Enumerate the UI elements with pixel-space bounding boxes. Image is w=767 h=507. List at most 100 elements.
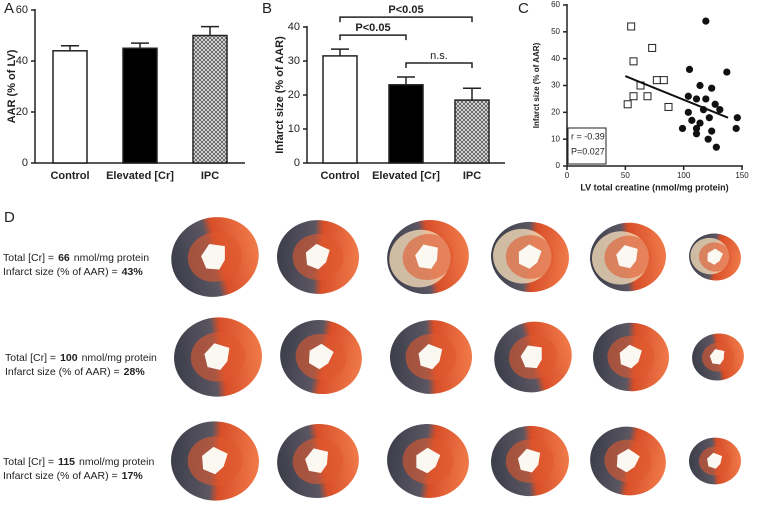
cr-prefix: Total [Cr] = xyxy=(5,352,56,364)
heart-slice xyxy=(494,321,572,393)
point xyxy=(716,106,724,114)
y-tick-label: 0 xyxy=(294,157,300,169)
cr-unit: nmol/mg protein xyxy=(82,352,157,364)
x-tick-label: 50 xyxy=(621,171,630,180)
slice-lumen xyxy=(707,248,723,265)
point xyxy=(702,17,710,25)
point xyxy=(702,95,710,103)
x-tick-label: Control xyxy=(50,170,89,182)
significance-label: P<0.05 xyxy=(388,4,423,16)
y-tick-label: 10 xyxy=(551,134,560,143)
point xyxy=(652,76,661,85)
y-tick-label: 60 xyxy=(551,0,560,9)
cr-value: 115 xyxy=(58,456,75,468)
stats-label: P=0.027 xyxy=(571,146,605,156)
heart-slice xyxy=(692,333,744,381)
heart-slice xyxy=(171,217,259,297)
slice-lumen xyxy=(201,243,225,270)
infarct-label: Infarct size (% of AAR) = 17% xyxy=(3,470,143,482)
cr-prefix: Total [Cr] = xyxy=(3,252,54,264)
bar xyxy=(388,84,424,164)
y-tick-label: 10 xyxy=(288,123,300,135)
x-axis-title: LV total creatine (nmol/mg protein) xyxy=(580,182,728,192)
stats-label: r = -0.39 xyxy=(571,131,605,141)
infarct-prefix: Infarct size (% of AAR) = xyxy=(3,470,118,482)
cr-unit: nmol/mg protein xyxy=(79,456,154,468)
slice-lumen xyxy=(520,345,542,369)
infarct-value: 17% xyxy=(122,470,144,482)
y-tick-label: 50 xyxy=(551,27,560,36)
point xyxy=(696,119,704,127)
point xyxy=(629,92,638,101)
slice-lumen xyxy=(202,446,228,475)
x-tick-label: 0 xyxy=(565,171,570,180)
point xyxy=(705,114,713,122)
infarct-value: 28% xyxy=(124,366,146,378)
heart-slice xyxy=(171,421,259,501)
cr-prefix: Total [Cr] = xyxy=(3,456,54,468)
heart-slice xyxy=(277,220,359,294)
panel-label: A xyxy=(4,0,14,17)
slice-lumen xyxy=(418,343,443,370)
point xyxy=(629,57,638,66)
point xyxy=(688,116,696,124)
point xyxy=(643,92,652,101)
infarct-label: Infarct size (% of AAR) = 43% xyxy=(3,266,143,278)
panel-label: C xyxy=(518,0,529,17)
slice-lumen xyxy=(709,349,725,365)
point xyxy=(678,124,687,133)
slice-lumen xyxy=(616,245,638,269)
heart-slice xyxy=(689,233,741,281)
infarct-prefix: Infarct size (% of AAR) = xyxy=(3,266,118,278)
cr-label: Total [Cr] = 100 nmol/mg protein xyxy=(5,352,157,364)
heart-slice xyxy=(593,322,669,392)
bar xyxy=(192,34,228,164)
point xyxy=(711,100,719,108)
cr-label: Total [Cr] = 115 nmol/mg protein xyxy=(3,456,154,468)
panel-label: B xyxy=(262,0,272,17)
slice-lumen xyxy=(619,344,642,369)
cr-label: Total [Cr] = 66 nmol/mg protein xyxy=(3,252,149,264)
point xyxy=(664,102,673,111)
y-tick-label: 20 xyxy=(288,89,300,101)
x-tick-label: Control xyxy=(320,170,359,182)
heart-slice xyxy=(390,320,472,394)
point xyxy=(733,114,741,122)
bar xyxy=(52,50,88,164)
point xyxy=(708,84,716,92)
x-tick-label: Elevated [Cr] xyxy=(106,170,174,182)
heart-slice xyxy=(387,219,469,295)
point xyxy=(684,108,692,116)
y-tick-label: 30 xyxy=(551,81,560,90)
cr-unit: nmol/mg protein xyxy=(74,252,149,264)
panel-label: D xyxy=(4,209,15,226)
x-tick-label: 100 xyxy=(677,171,691,180)
heart-slice xyxy=(277,423,359,499)
trend-line xyxy=(624,75,729,119)
y-tick-label: 40 xyxy=(288,21,300,33)
y-tick-label: 30 xyxy=(288,55,300,67)
point xyxy=(732,124,740,133)
x-tick-label: IPC xyxy=(463,170,481,182)
slice-lumen xyxy=(305,243,330,270)
heart-slice xyxy=(491,221,569,293)
slice-lumen xyxy=(517,448,541,473)
x-tick-label: Elevated [Cr] xyxy=(372,170,440,182)
point xyxy=(623,100,632,109)
significance-bracket xyxy=(405,62,473,68)
point xyxy=(708,127,716,135)
slice-lumen xyxy=(416,447,441,474)
y-tick-label: 20 xyxy=(16,106,28,118)
point xyxy=(627,22,636,31)
heart-slice xyxy=(689,437,741,485)
significance-bracket xyxy=(339,34,407,41)
cr-value: 100 xyxy=(60,352,78,364)
y-axis-title: Infarct size (% of AAR) xyxy=(532,42,541,128)
slice-lumen xyxy=(305,448,329,473)
point xyxy=(704,135,712,143)
y-tick-label: 0 xyxy=(22,157,28,169)
y-tick-label: 20 xyxy=(551,107,560,116)
infarct-label: Infarct size (% of AAR) = 28% xyxy=(5,366,145,378)
infarct-prefix: Infarct size (% of AAR) = xyxy=(5,366,120,378)
slice-lumen xyxy=(204,343,230,371)
